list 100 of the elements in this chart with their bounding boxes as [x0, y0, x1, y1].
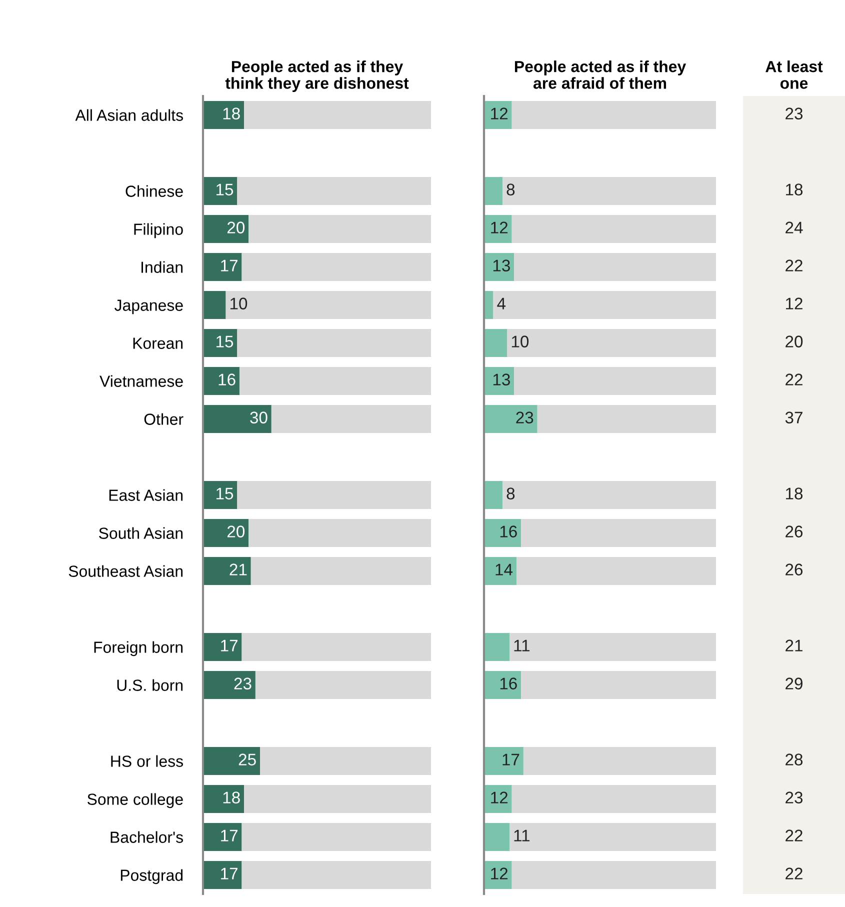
bar [510, 632, 716, 662]
bar [484, 404, 538, 434]
bar [512, 214, 716, 244]
data-label: 23 [234, 678, 252, 690]
bar [242, 252, 431, 282]
bar [502, 480, 716, 510]
bar [203, 670, 256, 700]
data-label: 18 [223, 792, 240, 804]
data-label: 10 [230, 298, 248, 310]
bar [512, 784, 716, 814]
data-label: 21 [230, 564, 247, 576]
data-label: 25 [238, 754, 256, 766]
chart-title: People acted as if they think they are dishonest [225, 60, 409, 92]
data-label: 17 [221, 868, 238, 880]
bar [514, 366, 716, 396]
bar [512, 100, 716, 130]
bar [248, 214, 431, 244]
bar [242, 632, 431, 662]
chart-title: People acted as if they are afraid of them [514, 60, 686, 89]
data-label: 30 [250, 412, 268, 424]
y-tick-label: Vietnamese [100, 375, 183, 387]
bar [493, 290, 716, 320]
y-tick-label: U.S. born [117, 679, 183, 691]
data-label: 10 [512, 336, 529, 348]
data-label: 15 [216, 488, 234, 500]
data-label: 16 [500, 678, 517, 690]
bar [203, 252, 242, 282]
bar [226, 290, 431, 320]
y-tick-label: Southeast Asian [68, 565, 183, 577]
bar [507, 328, 716, 358]
data-label: 15 [216, 336, 234, 348]
bar [260, 746, 431, 776]
bar [242, 860, 431, 890]
bar [203, 214, 249, 244]
y-tick-label: All Asian adults [75, 109, 183, 121]
bar [239, 366, 431, 396]
bar [484, 518, 522, 548]
y-tick-label: East Asian [109, 489, 183, 501]
bar [484, 822, 510, 852]
data-label: 37 [785, 412, 802, 424]
y-tick-label: Foreign born [94, 641, 183, 656]
data-label: 22 [786, 374, 802, 386]
bar [510, 822, 716, 852]
data-label: 20 [786, 336, 803, 348]
bar [203, 860, 242, 890]
data-label: 4 [497, 298, 506, 310]
bar [237, 480, 431, 510]
bar [203, 632, 242, 662]
data-label: 17 [502, 754, 520, 766]
bar [203, 822, 242, 852]
data-label: 29 [786, 678, 802, 690]
data-label: 18 [786, 184, 803, 196]
data-label: 11 [514, 640, 530, 652]
data-label: 13 [493, 374, 510, 386]
y-tick-label: Korean [133, 338, 183, 349]
y-tick-label: Postgrad [120, 869, 183, 884]
data-label: 26 [786, 564, 803, 576]
y-tick-label: HS or less [111, 755, 183, 767]
data-label: 22 [786, 830, 802, 842]
bar [514, 252, 716, 282]
bar [203, 784, 244, 814]
bar [484, 328, 508, 358]
bar [484, 746, 524, 776]
bar [244, 100, 431, 130]
bar [237, 328, 431, 358]
data-label: 12 [491, 108, 508, 120]
data-label: 28 [786, 754, 803, 766]
bar [484, 176, 503, 206]
data-label: 17 [221, 260, 238, 272]
text: At least one [766, 60, 823, 89]
y-tick-label: Chinese [126, 185, 183, 197]
y-tick-label: Some college [88, 793, 183, 808]
bar [203, 556, 251, 586]
data-label: 23 [516, 412, 534, 424]
y-tick-label: Other [144, 413, 184, 425]
bar [484, 290, 494, 320]
bar [203, 746, 260, 776]
y-tick-label: Bachelor's [110, 831, 183, 843]
data-label: 18 [223, 108, 240, 120]
bar [244, 784, 431, 814]
data-label: 17 [221, 830, 238, 842]
bar [237, 176, 431, 206]
bar [203, 404, 272, 434]
y-tick-label: South Asian [99, 527, 183, 539]
data-label: 13 [493, 260, 510, 272]
bar [250, 556, 431, 586]
bar [203, 518, 249, 548]
bar [248, 518, 431, 548]
data-label: 20 [227, 526, 245, 538]
bar [502, 176, 716, 206]
bar [521, 518, 716, 548]
data-label: 16 [218, 374, 236, 386]
y-tick-label: Filipino [134, 223, 183, 238]
data-label: 20 [227, 222, 245, 234]
bar [484, 670, 522, 700]
bar [203, 366, 240, 396]
data-label: 21 [786, 640, 802, 652]
data-label: 22 [786, 868, 802, 880]
data-label: 22 [786, 260, 802, 272]
bar [523, 746, 716, 776]
